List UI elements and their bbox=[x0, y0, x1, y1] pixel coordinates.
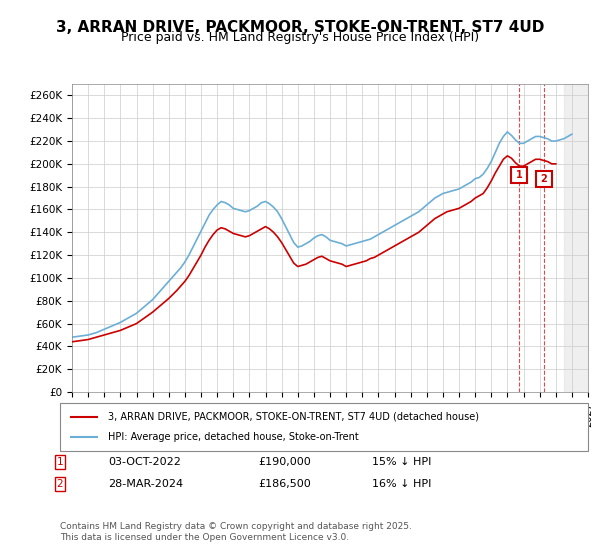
Text: 28-MAR-2024: 28-MAR-2024 bbox=[108, 479, 183, 489]
Text: 2: 2 bbox=[540, 174, 547, 184]
Text: £190,000: £190,000 bbox=[258, 457, 311, 467]
Text: Price paid vs. HM Land Registry's House Price Index (HPI): Price paid vs. HM Land Registry's House … bbox=[121, 31, 479, 44]
Text: 3, ARRAN DRIVE, PACKMOOR, STOKE-ON-TRENT, ST7 4UD (detached house): 3, ARRAN DRIVE, PACKMOOR, STOKE-ON-TRENT… bbox=[107, 412, 479, 422]
Text: 2: 2 bbox=[56, 479, 64, 489]
FancyBboxPatch shape bbox=[60, 403, 588, 451]
Text: 03-OCT-2022: 03-OCT-2022 bbox=[108, 457, 181, 467]
Text: 15% ↓ HPI: 15% ↓ HPI bbox=[372, 457, 431, 467]
Text: 1: 1 bbox=[516, 170, 523, 180]
Text: 16% ↓ HPI: 16% ↓ HPI bbox=[372, 479, 431, 489]
Text: HPI: Average price, detached house, Stoke-on-Trent: HPI: Average price, detached house, Stok… bbox=[107, 432, 358, 442]
Text: 1: 1 bbox=[56, 457, 64, 467]
Text: Contains HM Land Registry data © Crown copyright and database right 2025.
This d: Contains HM Land Registry data © Crown c… bbox=[60, 522, 412, 542]
Bar bbox=[564, 84, 588, 392]
Text: 3, ARRAN DRIVE, PACKMOOR, STOKE-ON-TRENT, ST7 4UD: 3, ARRAN DRIVE, PACKMOOR, STOKE-ON-TRENT… bbox=[56, 20, 544, 35]
Text: £186,500: £186,500 bbox=[258, 479, 311, 489]
